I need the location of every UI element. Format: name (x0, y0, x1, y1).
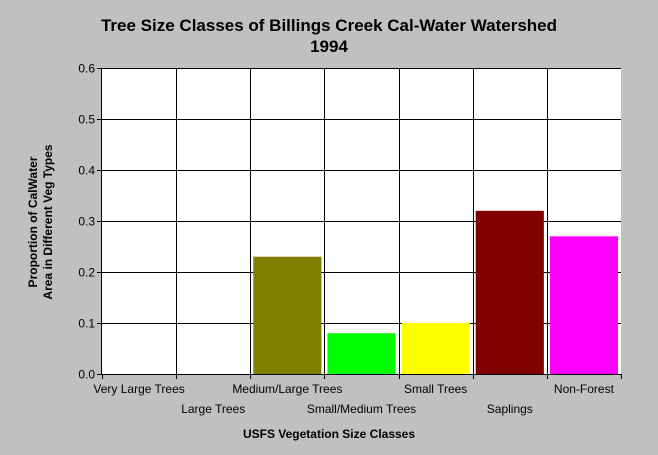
y-tick-labels: 0.0 0.1 0.2 0.3 0.4 0.5 0.6 (78, 62, 102, 382)
grid (102, 68, 621, 374)
bar (253, 256, 322, 374)
x-category-label: Non-Forest (554, 382, 615, 396)
bar (549, 236, 618, 374)
bar (475, 210, 544, 374)
x-category-label: Small/Medium Trees (307, 402, 416, 416)
x-category-label: Medium/Large Trees (232, 382, 342, 396)
y-tick-label: 0.2 (78, 266, 95, 280)
x-category-label: Small Trees (404, 382, 467, 396)
x-axis-title: USFS Vegetation Size Classes (243, 427, 415, 441)
y-axis-title: Proportion of CalWater Area in Different… (26, 144, 55, 299)
x-category-label: Very Large Trees (93, 382, 184, 396)
y-axis-title-line-1: Proportion of CalWater (26, 156, 40, 287)
x-category-label: Saplings (487, 402, 533, 416)
bars (253, 210, 618, 374)
y-tick-label: 0.5 (78, 113, 95, 127)
x-category-label: Large Trees (181, 402, 245, 416)
chart-title-line-2: 1994 (310, 37, 348, 56)
y-tick-label: 0.6 (78, 62, 95, 76)
y-axis-title-line-2: Area in Different Veg Types (41, 144, 55, 299)
chart-title-line-1: Tree Size Classes of Billings Creek Cal-… (101, 16, 557, 35)
bar (327, 333, 396, 374)
y-tick-label: 0.0 (78, 368, 95, 382)
y-tick-label: 0.3 (78, 215, 95, 229)
y-tick-label: 0.1 (78, 317, 95, 331)
x-category-labels: Very Large Trees Large Trees Medium/Large … (93, 374, 622, 416)
bar (401, 323, 470, 374)
y-tick-label: 0.4 (78, 164, 95, 178)
